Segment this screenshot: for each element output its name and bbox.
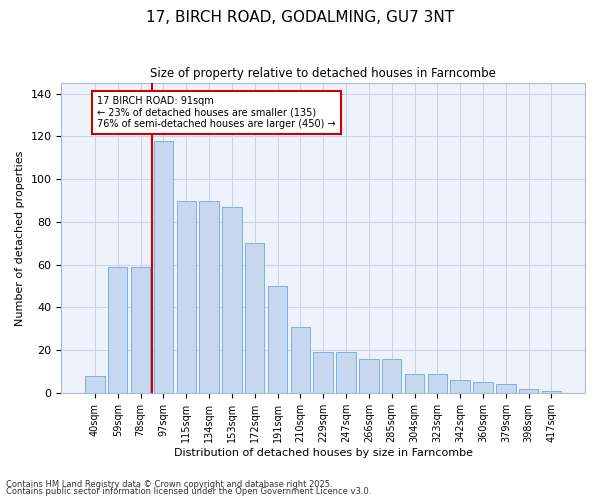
- Bar: [451, 380, 470, 393]
- Bar: [519, 388, 538, 393]
- Bar: [222, 207, 242, 393]
- X-axis label: Distribution of detached houses by size in Farncombe: Distribution of detached houses by size …: [174, 448, 473, 458]
- Text: 17, BIRCH ROAD, GODALMING, GU7 3NT: 17, BIRCH ROAD, GODALMING, GU7 3NT: [146, 10, 454, 25]
- Bar: [199, 200, 219, 393]
- Text: Contains HM Land Registry data © Crown copyright and database right 2025.: Contains HM Land Registry data © Crown c…: [6, 480, 332, 489]
- Bar: [131, 267, 150, 393]
- Bar: [245, 244, 265, 393]
- Bar: [428, 374, 447, 393]
- Bar: [268, 286, 287, 393]
- Bar: [382, 358, 401, 393]
- Bar: [542, 390, 561, 393]
- Bar: [405, 374, 424, 393]
- Bar: [85, 376, 104, 393]
- Bar: [108, 267, 127, 393]
- Bar: [473, 382, 493, 393]
- Bar: [496, 384, 515, 393]
- Y-axis label: Number of detached properties: Number of detached properties: [15, 150, 25, 326]
- Bar: [290, 326, 310, 393]
- Bar: [154, 140, 173, 393]
- Text: Contains public sector information licensed under the Open Government Licence v3: Contains public sector information licen…: [6, 487, 371, 496]
- Text: 17 BIRCH ROAD: 91sqm
← 23% of detached houses are smaller (135)
76% of semi-deta: 17 BIRCH ROAD: 91sqm ← 23% of detached h…: [97, 96, 336, 129]
- Bar: [313, 352, 333, 393]
- Bar: [176, 200, 196, 393]
- Bar: [359, 358, 379, 393]
- Title: Size of property relative to detached houses in Farncombe: Size of property relative to detached ho…: [150, 68, 496, 80]
- Bar: [337, 352, 356, 393]
